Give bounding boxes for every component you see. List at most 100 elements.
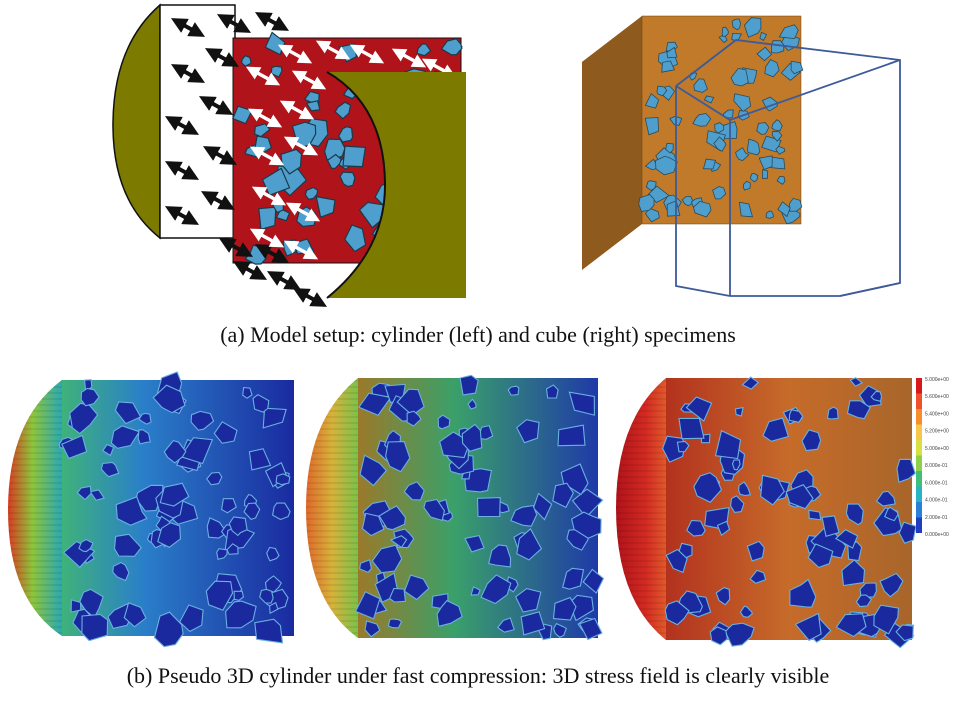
aggregate-particle	[821, 515, 840, 537]
aggregate-particle	[81, 613, 109, 642]
aggregate-particle	[731, 18, 742, 31]
arrow-white	[285, 202, 321, 222]
arrow-white	[391, 48, 427, 68]
aggregate-particle	[516, 419, 540, 444]
aggregate-particle	[693, 472, 723, 503]
aggregate-particle	[403, 481, 425, 501]
aggregate-particle	[507, 385, 520, 396]
aggregate-particle	[873, 604, 899, 635]
arrow-white	[249, 146, 285, 166]
legend-label: 5.000e+00	[925, 446, 949, 452]
legend-color-cell	[916, 486, 922, 502]
aggregate-particle	[138, 412, 152, 425]
aggregate-particle	[364, 620, 381, 638]
aggregate-particle	[570, 511, 602, 539]
aggregate-particle	[749, 172, 759, 183]
aggregate-particle	[714, 429, 742, 460]
aggregate-particle	[747, 138, 761, 156]
aggregate-particle	[315, 195, 336, 219]
aggregate-particle	[713, 136, 727, 152]
aggregate-particle	[339, 171, 356, 188]
aggregate-particle	[258, 206, 277, 231]
aggregate-particle	[371, 544, 403, 574]
aggregate-particle	[361, 512, 385, 537]
aggregate-particle	[731, 459, 741, 471]
aggregate-particle	[459, 374, 479, 396]
aggregate-particle	[778, 24, 799, 40]
aggregate-particle	[693, 200, 712, 218]
aggregate-particle	[205, 580, 234, 611]
aggregate-particle	[206, 471, 223, 486]
aggregate-particle	[240, 54, 252, 67]
arrow-white	[283, 136, 319, 156]
arrow-black	[164, 206, 200, 225]
aggregate-particle	[225, 600, 257, 629]
arrow-black-group	[164, 12, 328, 307]
aggregate-particle	[440, 38, 463, 56]
aggregate-particle	[801, 429, 822, 452]
aggregate-particle	[70, 599, 82, 613]
aggregate-particle	[100, 461, 120, 478]
aggregate-particle	[226, 543, 239, 555]
aggregate-particle	[388, 587, 407, 603]
aggregate-particle	[275, 473, 291, 486]
aggregate-particle	[758, 155, 773, 171]
arrow-black	[164, 161, 200, 180]
aggregate-particle	[665, 142, 674, 154]
aggregate-particle	[326, 153, 342, 169]
aggregate-particle	[714, 122, 725, 134]
aggregate-particle	[252, 394, 270, 413]
aggregate-particle	[233, 590, 245, 601]
legend-label: 8.000e-01	[925, 463, 948, 469]
aggregate-particle	[734, 406, 744, 417]
stress-field-low	[8, 371, 294, 648]
arrow-black	[198, 96, 234, 115]
aggregate-particle	[678, 417, 705, 440]
aggregate-particle	[387, 618, 403, 629]
aggregate-particle	[115, 496, 148, 526]
arrow-white	[245, 66, 281, 86]
arrow-white	[279, 100, 315, 120]
arrow-black	[292, 288, 328, 307]
aggregate-particle	[859, 582, 877, 598]
aggregate-particle	[879, 572, 904, 598]
aggregate-particle	[78, 538, 94, 553]
arrow-white	[315, 40, 351, 60]
aggregate-particle	[213, 421, 238, 444]
arrow-black	[218, 238, 254, 257]
aggregate-particle	[770, 156, 786, 170]
aggregate-particle	[746, 540, 765, 562]
aggregate-particle	[780, 62, 801, 81]
aggregate-particle	[403, 574, 430, 601]
aggregate-particle	[644, 117, 659, 136]
arrow-white	[283, 240, 319, 260]
aggregate-particle	[661, 60, 675, 73]
aggregate-particle	[152, 384, 186, 414]
aggregate-particle	[437, 414, 451, 430]
aggregate-particle	[304, 186, 319, 200]
aggregate-particle	[789, 578, 817, 608]
aggregate-particle	[788, 409, 804, 423]
aggregate-particle	[89, 489, 105, 501]
aggregate-particle	[656, 85, 668, 97]
aggregate-particle	[716, 520, 731, 537]
arrow-black	[254, 244, 290, 263]
aggregate-particle	[496, 617, 515, 633]
aggregate-particle	[113, 533, 142, 557]
aggregate-particle	[762, 417, 789, 442]
aggregate-particle	[254, 618, 284, 644]
aggregate-particle	[788, 197, 803, 212]
aggregate-particle	[354, 591, 381, 620]
aggregate-particle	[480, 574, 512, 605]
aggregate-particle	[676, 440, 690, 453]
aggregate-particle	[756, 122, 770, 135]
aggregate-particle	[692, 113, 712, 127]
aggregate-particle	[269, 601, 279, 615]
aggregate-particle	[179, 437, 214, 465]
aggregate-particle	[721, 26, 729, 37]
aggregate-particle	[775, 145, 786, 155]
aggregate-particle	[845, 503, 864, 526]
aggregate-particle	[571, 488, 604, 519]
aggregate-particle	[738, 201, 754, 218]
aggregate-particle	[532, 492, 553, 521]
